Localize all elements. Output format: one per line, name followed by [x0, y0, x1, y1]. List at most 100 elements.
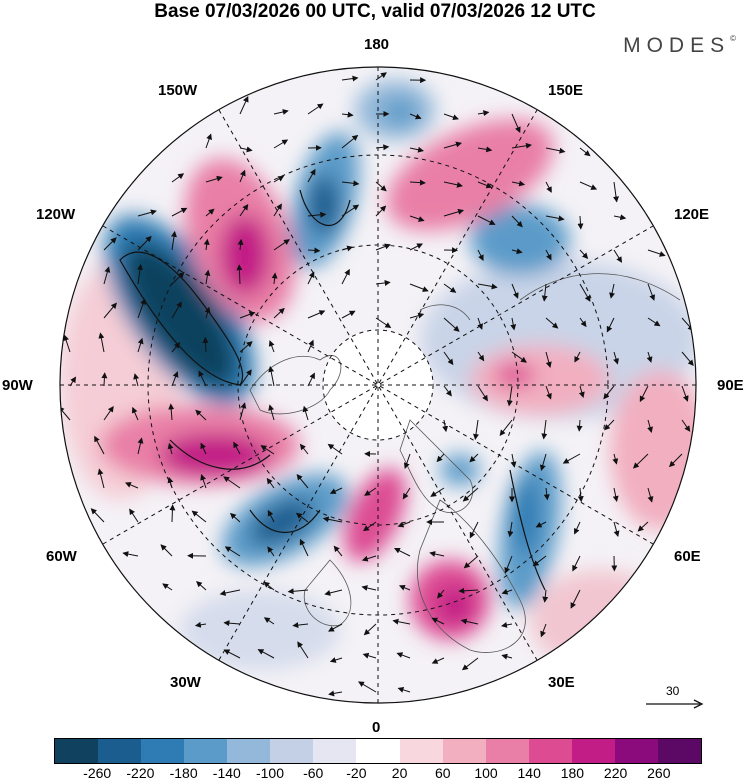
- wind-arrow: [341, 75, 359, 82]
- wind-arrow: [511, 283, 519, 299]
- wind-arrow: [103, 266, 111, 285]
- lon-label-150w: 150W: [158, 82, 198, 99]
- colorbar-tick-label: 260: [647, 765, 671, 781]
- wind-arrow: [477, 283, 498, 290]
- wind-arrow: [545, 385, 552, 400]
- wind-arrow: [572, 555, 581, 572]
- wind-arrow: [223, 476, 241, 489]
- wind-arrow: [647, 487, 654, 503]
- wind-arrow: [292, 622, 309, 629]
- wind-arrow: [203, 238, 210, 251]
- wind-arrow: [477, 249, 484, 261]
- wind-arrow: [307, 339, 314, 353]
- colorbar-tick-label: -140: [212, 765, 241, 781]
- wind-arrow: [169, 504, 176, 523]
- wind-arrow: [333, 545, 343, 557]
- wind-arrow: [200, 474, 207, 489]
- wind-arrow: [122, 551, 139, 558]
- wind-arrow: [647, 317, 661, 327]
- wind-arrow: [469, 453, 479, 463]
- wind-arrow: [103, 237, 117, 251]
- wind-arrow: [307, 211, 327, 218]
- wind-arrow: [204, 269, 211, 285]
- wind-arrow: [460, 618, 479, 625]
- wind-arrow: [196, 581, 207, 591]
- wind-arrow: [361, 585, 377, 591]
- wind-arrow: [542, 589, 549, 603]
- wind-arrow: [260, 445, 275, 455]
- wind-arrow: [392, 618, 411, 625]
- wind-arrow: [409, 312, 425, 319]
- colorbar-swatch: [485, 739, 529, 763]
- wind-arrow: [324, 589, 343, 596]
- wind-arrow: [171, 301, 182, 319]
- lon-label-120e: 120E: [674, 206, 710, 223]
- colorbar-tick-label: 180: [560, 765, 585, 781]
- lon-label-120w: 120W: [36, 206, 76, 223]
- wind-arrow: [200, 442, 207, 455]
- wind-arrow: [171, 173, 185, 183]
- wind-arrow: [637, 521, 649, 532]
- wind-arrow: [63, 334, 71, 353]
- wind-arrow: [287, 588, 309, 595]
- wind-arrow: [647, 419, 653, 433]
- lon-label-0: 0: [372, 719, 381, 736]
- wind-arrow: [431, 617, 445, 625]
- wind-arrow: [606, 317, 615, 333]
- wind-arrow: [397, 686, 411, 693]
- wind-arrow: [273, 239, 290, 251]
- wind-arrow: [129, 508, 139, 523]
- wind-arrow: [322, 516, 343, 523]
- wind-arrow: [236, 264, 243, 285]
- wind-arrow: [632, 453, 649, 469]
- wind-arrow: [223, 620, 241, 627]
- wind-arrow: [263, 617, 275, 625]
- wind-arrow: [162, 583, 173, 591]
- wind-arrow: [171, 371, 179, 387]
- wind-arrow: [562, 453, 581, 464]
- wind-arrow: [681, 351, 694, 366]
- wind-arrow: [223, 649, 241, 659]
- wind-arrow: [397, 521, 411, 528]
- wind-arrow: [437, 589, 445, 599]
- wind-arrow: [543, 487, 550, 501]
- wind-arrow: [647, 249, 666, 257]
- wind-arrow: [477, 351, 485, 362]
- wind-arrow: [477, 385, 488, 402]
- wind-arrow: [266, 477, 275, 489]
- wind-arrow: [579, 181, 598, 190]
- wind-arrow: [341, 180, 360, 187]
- wind-arrow: [239, 311, 256, 319]
- wind-arrow: [541, 283, 548, 302]
- colorbar-tick-label: -180: [169, 765, 198, 781]
- wind-arrow: [613, 521, 620, 537]
- wind-arrow: [307, 247, 321, 254]
- colorbar-swatch: [614, 739, 658, 763]
- wind-arrow: [443, 317, 460, 332]
- wind-arrow: [268, 365, 275, 387]
- wind-arrow: [463, 555, 479, 569]
- lon-label-60e: 60E: [674, 548, 701, 565]
- lon-label-90e: 90E: [717, 377, 744, 394]
- colorbar-swatch: [227, 739, 271, 763]
- wind-arrow: [307, 310, 326, 319]
- wind-arrow: [361, 555, 377, 562]
- reference-vector-label: 30: [666, 684, 680, 698]
- wind-arrow: [639, 385, 649, 403]
- wind-arrow: [477, 146, 493, 153]
- wind-arrow: [239, 203, 249, 217]
- wind-arrow: [137, 437, 144, 455]
- colorbar-swatch: [270, 739, 314, 763]
- wind-arrow: [267, 546, 275, 557]
- wind-arrow: [307, 168, 316, 183]
- wind-arrow: [224, 546, 241, 557]
- wind-arrow: [646, 351, 653, 363]
- wind-arrow: [539, 453, 547, 471]
- wind-arrow: [271, 272, 278, 285]
- colorbar-swatch: [399, 739, 443, 763]
- wind-arrow: [364, 487, 377, 496]
- wind-arrow: [273, 109, 289, 115]
- wind-arrow: [239, 169, 246, 183]
- colorbar-tick-label: -20: [346, 765, 367, 781]
- wind-arrow: [171, 271, 185, 285]
